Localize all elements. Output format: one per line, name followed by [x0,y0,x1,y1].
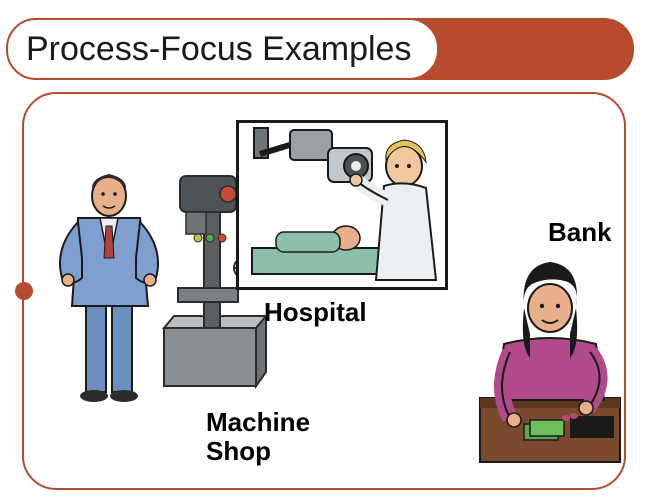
slide: Process-Focus Examples [0,0,648,504]
machine-shop-label: Machine Shop [206,408,310,465]
hospital-illustration [236,120,448,290]
title-bar: Process-Focus Examples [8,18,634,80]
bank-label: Bank [548,218,612,247]
slide-title: Process-Focus Examples [26,30,411,69]
bullet-icon [15,282,33,300]
hospital-label: Hospital [264,298,367,327]
machine-shop-illustration [48,138,268,402]
bank-illustration [470,248,630,470]
title-pill: Process-Focus Examples [6,18,439,80]
